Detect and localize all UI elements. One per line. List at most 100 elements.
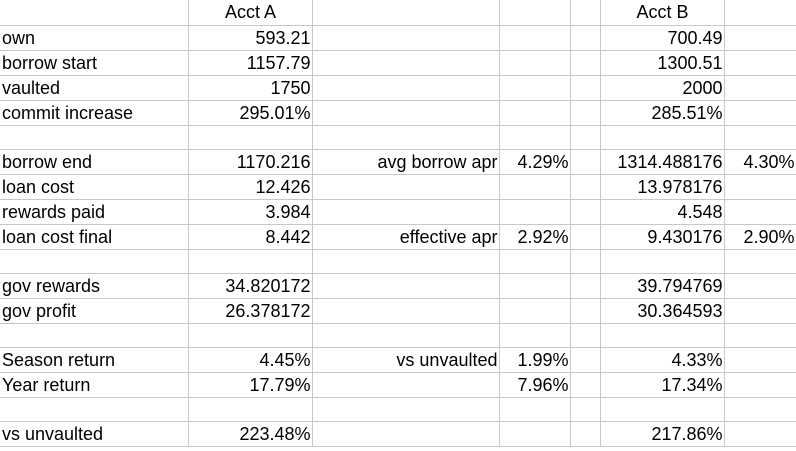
row-label-cell[interactable] <box>0 125 189 150</box>
value-cell[interactable] <box>724 273 796 299</box>
value-cell[interactable]: vs unvaulted <box>312 347 500 373</box>
value-cell[interactable] <box>312 50 500 76</box>
value-cell[interactable] <box>724 421 796 447</box>
value-cell[interactable] <box>499 421 571 447</box>
header-cell[interactable] <box>312 0 500 26</box>
row-label-cell[interactable]: Year return <box>0 372 189 398</box>
row-label-cell[interactable]: borrow end <box>0 149 189 175</box>
value-cell[interactable] <box>312 249 500 274</box>
value-cell[interactable] <box>312 298 500 324</box>
row-label-cell[interactable]: rewards paid <box>0 199 189 225</box>
value-cell[interactable] <box>724 125 796 150</box>
value-cell[interactable] <box>724 199 796 225</box>
value-cell[interactable]: 39.794769 <box>600 273 725 299</box>
value-cell[interactable] <box>312 397 500 422</box>
value-cell[interactable]: 3.984 <box>188 199 313 225</box>
value-cell[interactable]: 593.21 <box>188 25 313 51</box>
value-cell[interactable] <box>724 298 796 324</box>
value-cell[interactable] <box>499 75 571 101</box>
value-cell[interactable]: 1300.51 <box>600 50 725 76</box>
value-cell[interactable]: 217.86% <box>600 421 725 447</box>
header-cell[interactable] <box>570 0 601 26</box>
value-cell[interactable] <box>188 397 313 422</box>
value-cell[interactable]: 8.442 <box>188 224 313 250</box>
value-cell[interactable] <box>724 249 796 274</box>
value-cell[interactable]: effective apr <box>312 224 500 250</box>
header-cell[interactable]: Acct A <box>188 0 313 26</box>
value-cell[interactable]: 30.364593 <box>600 298 725 324</box>
value-cell[interactable] <box>188 249 313 274</box>
value-cell[interactable] <box>724 323 796 348</box>
value-cell[interactable] <box>312 199 500 225</box>
value-cell[interactable] <box>724 50 796 76</box>
value-cell[interactable] <box>312 125 500 150</box>
value-cell[interactable]: 1157.79 <box>188 50 313 76</box>
value-cell[interactable] <box>570 224 601 250</box>
value-cell[interactable]: 17.79% <box>188 372 313 398</box>
value-cell[interactable] <box>188 125 313 150</box>
value-cell[interactable]: 13.978176 <box>600 174 725 200</box>
value-cell[interactable] <box>570 50 601 76</box>
value-cell[interactable] <box>499 100 571 126</box>
value-cell[interactable] <box>724 372 796 398</box>
value-cell[interactable] <box>600 323 725 348</box>
row-label-cell[interactable] <box>0 397 189 422</box>
header-cell[interactable]: Acct B <box>600 0 725 26</box>
value-cell[interactable]: 4.30% <box>724 149 796 175</box>
row-label-cell[interactable]: vs unvaulted <box>0 421 189 447</box>
value-cell[interactable] <box>724 174 796 200</box>
row-label-cell[interactable]: loan cost final <box>0 224 189 250</box>
value-cell[interactable]: 4.548 <box>600 199 725 225</box>
row-label-cell[interactable]: borrow start <box>0 50 189 76</box>
value-cell[interactable]: 4.33% <box>600 347 725 373</box>
value-cell[interactable]: 34.820172 <box>188 273 313 299</box>
row-label-cell[interactable]: loan cost <box>0 174 189 200</box>
value-cell[interactable] <box>312 372 500 398</box>
header-cell[interactable] <box>724 0 796 26</box>
value-cell[interactable]: 26.378172 <box>188 298 313 324</box>
row-label-cell[interactable]: gov profit <box>0 298 189 324</box>
value-cell[interactable] <box>499 50 571 76</box>
value-cell[interactable] <box>499 125 571 150</box>
value-cell[interactable]: 12.426 <box>188 174 313 200</box>
value-cell[interactable]: 285.51% <box>600 100 725 126</box>
value-cell[interactable] <box>724 25 796 51</box>
value-cell[interactable] <box>570 125 601 150</box>
value-cell[interactable] <box>570 199 601 225</box>
value-cell[interactable] <box>570 174 601 200</box>
header-cell[interactable] <box>0 0 189 26</box>
row-label-cell[interactable] <box>0 249 189 274</box>
value-cell[interactable] <box>570 323 601 348</box>
value-cell[interactable]: 700.49 <box>600 25 725 51</box>
value-cell[interactable]: avg borrow apr <box>312 149 500 175</box>
value-cell[interactable]: 9.430176 <box>600 224 725 250</box>
value-cell[interactable]: 1314.488176 <box>600 149 725 175</box>
value-cell[interactable] <box>312 421 500 447</box>
value-cell[interactable] <box>312 323 500 348</box>
value-cell[interactable]: 17.34% <box>600 372 725 398</box>
value-cell[interactable] <box>724 347 796 373</box>
value-cell[interactable] <box>499 323 571 348</box>
value-cell[interactable]: 2.92% <box>499 224 571 250</box>
value-cell[interactable] <box>724 100 796 126</box>
value-cell[interactable] <box>499 174 571 200</box>
value-cell[interactable] <box>600 249 725 274</box>
header-cell[interactable] <box>499 0 571 26</box>
value-cell[interactable]: 2.90% <box>724 224 796 250</box>
value-cell[interactable] <box>312 174 500 200</box>
value-cell[interactable] <box>570 298 601 324</box>
value-cell[interactable]: 1.99% <box>499 347 571 373</box>
value-cell[interactable] <box>724 397 796 422</box>
value-cell[interactable] <box>312 273 500 299</box>
value-cell[interactable] <box>724 75 796 101</box>
value-cell[interactable]: 1750 <box>188 75 313 101</box>
value-cell[interactable]: 4.29% <box>499 149 571 175</box>
value-cell[interactable] <box>499 199 571 225</box>
value-cell[interactable] <box>600 125 725 150</box>
value-cell[interactable] <box>570 25 601 51</box>
value-cell[interactable] <box>570 149 601 175</box>
value-cell[interactable] <box>499 273 571 299</box>
value-cell[interactable] <box>312 75 500 101</box>
value-cell[interactable] <box>312 100 500 126</box>
value-cell[interactable] <box>570 273 601 299</box>
